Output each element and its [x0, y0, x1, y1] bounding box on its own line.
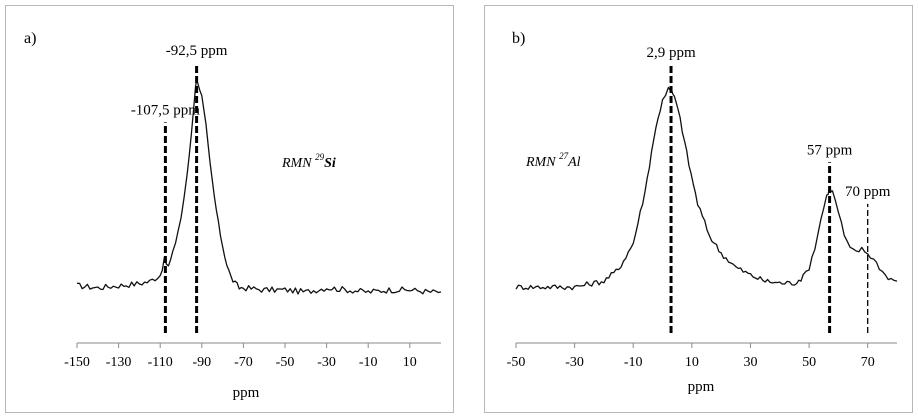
- panel-a-x-tick-label: -110: [148, 355, 173, 370]
- panel-a-x-tick-label: -70: [234, 355, 253, 370]
- panel-b-xlabel: ppm: [688, 379, 715, 395]
- panel-a-spectrum-line: [76, 80, 442, 295]
- panel-b-label: b): [512, 30, 525, 47]
- panel-a-x-tick-label: -130: [106, 355, 132, 370]
- panel-a-x-tick-label: -90: [192, 355, 211, 370]
- panel-b-x-tick-label: -50: [507, 355, 526, 370]
- panel-b-annotation: RMN 27Al: [525, 151, 581, 170]
- panel-a-border: [5, 5, 454, 413]
- panel-b-x-tick-label: 50: [802, 355, 816, 370]
- panel-b-x-tick-label: -30: [565, 355, 584, 370]
- panel-a-x-tick-label: -50: [276, 355, 295, 370]
- panel-b-peak-label: 70 ppm: [845, 184, 891, 200]
- panel-b-border: [484, 5, 913, 413]
- panel-b-spectrum-line: [515, 86, 898, 291]
- panel-a: a) -150 -130 -110 -90 -70 -50 -30 -10 10 -107,5 p…: [5, 5, 454, 413]
- panel-b-annotation-sup: 27: [559, 151, 569, 161]
- panel-a-peak-label: -107,5 ppm: [131, 102, 200, 118]
- panel-b-peak-label: 57 ppm: [807, 142, 853, 158]
- panel-a-label: a): [24, 30, 36, 47]
- panel-a-x-tick-label: 10: [403, 355, 417, 370]
- panel-a-plot: -150 -130 -110 -90 -70 -50 -30 -10 10 -107,5 ppm -…: [64, 43, 442, 370]
- panel-a-peak-label: -92,5 ppm: [166, 43, 228, 59]
- panel-b-x-tick-label: -10: [624, 355, 643, 370]
- panel-a-annotation-sup: 29: [315, 152, 325, 162]
- panel-b-plot: -50 -30 -10 10 30 50 70 2,9 ppm 57 ppm 70 ppm: [507, 45, 898, 370]
- panel-a-annotation-suffix: Si: [324, 156, 336, 171]
- panel-b-annotation-suffix: Al: [567, 155, 581, 170]
- panel-a-xlabel: ppm: [233, 385, 260, 401]
- panel-b-x-tick-label: 30: [743, 355, 757, 370]
- panel-b-x-tick-label: 10: [685, 355, 699, 370]
- panel-b-peak-label: 2,9 ppm: [646, 45, 696, 61]
- panel-b-annotation-prefix: RMN: [525, 155, 559, 170]
- panel-a-annotation-prefix: RMN: [281, 156, 315, 171]
- panel-a-x-tick-label: -150: [64, 355, 90, 370]
- panel-a-x-tick-label: -30: [317, 355, 336, 370]
- panel-b-x-tick-label: 70: [861, 355, 875, 370]
- panel-a-x-tick-label: -10: [359, 355, 378, 370]
- panel-a-annotation: RMN 29Si: [281, 152, 336, 171]
